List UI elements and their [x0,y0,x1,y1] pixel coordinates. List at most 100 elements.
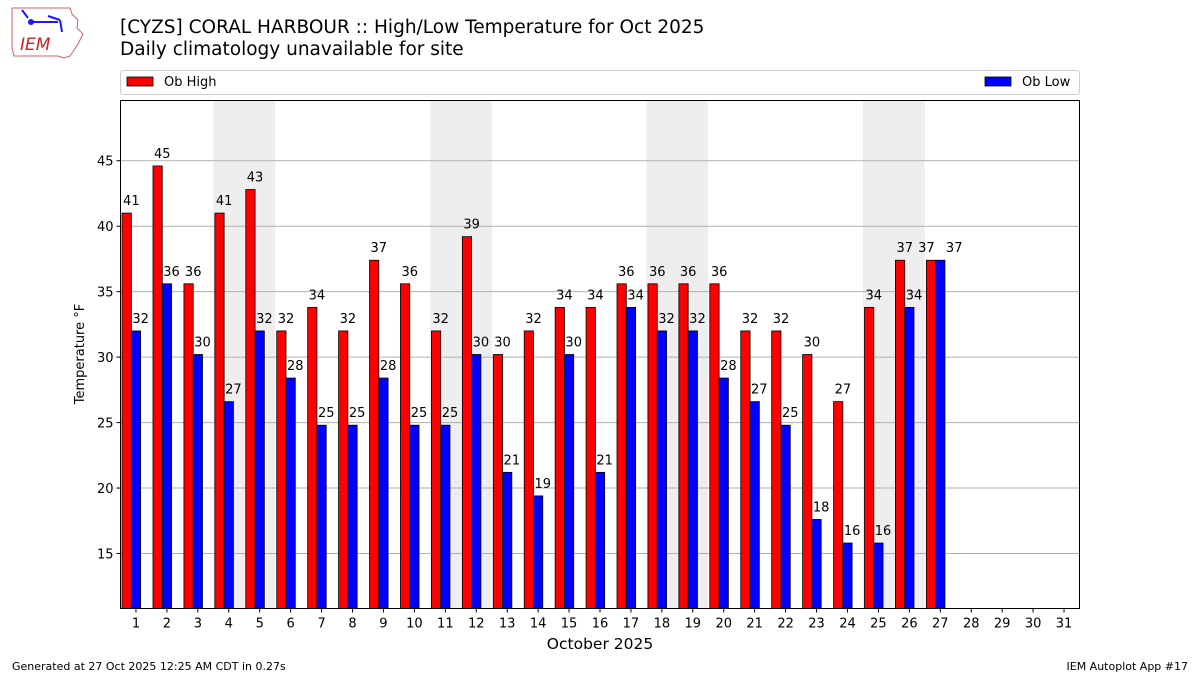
bar-label-high: 36 [185,265,202,280]
x-tick-label: 14 [530,617,547,632]
bar-label-high: 30 [494,336,511,351]
x-tick-label: 27 [932,617,949,632]
x-axis-label: October 2025 [547,635,653,653]
x-tick-label: 18 [654,617,671,632]
bar-high [369,259,380,609]
bar-label-low: 32 [658,312,675,327]
bar-label-high: 36 [649,265,666,280]
x-tick-label: 26 [901,617,918,632]
legend: Ob High Ob Low [120,70,1080,95]
bar-high [245,189,256,609]
bar-low [811,519,822,609]
bar-label-low: 34 [906,288,923,303]
x-tick-label: 6 [287,617,295,632]
bar-high [152,165,163,609]
bar-low [873,542,884,609]
bar-high [647,283,658,609]
bar-label-high: 41 [123,194,140,209]
svg-text:IEM: IEM [20,35,51,55]
legend-low-label: Ob Low [1022,75,1071,90]
bar-label-low: 18 [813,500,830,515]
bar-high [183,283,194,609]
x-tick-label: 3 [194,617,202,632]
bar-high [925,259,937,609]
bar-high [678,283,689,609]
x-tick-label: 30 [1025,617,1042,632]
bar-high [709,283,720,609]
bar-low [625,306,636,609]
bar-high [554,306,565,609]
bar-label-high: 30 [804,336,821,351]
x-tick-label: 24 [839,617,856,632]
bar-label-low: 25 [318,406,335,421]
bar-high [400,283,411,609]
bar-high [616,283,627,609]
bar-label-high: 34 [309,288,326,303]
bar-label-low: 21 [504,453,521,468]
bar-label-low: 27 [225,383,242,398]
bar-low [347,424,358,609]
bar-label-high: 36 [618,265,635,280]
bar-high [492,354,503,609]
bar-high [461,236,473,609]
bar-label-low: 32 [132,312,149,327]
bar-label-high: 36 [711,265,728,280]
title-line-1: [CYZS] CORAL HARBOUR :: High/Low Tempera… [120,17,705,38]
bar-low [904,306,915,609]
bar-label-high: 32 [742,312,759,327]
bar-label-low: 28 [720,359,737,374]
bar-label-high: 37 [918,241,935,256]
bar-label-low: 30 [194,336,211,351]
x-tick-label: 16 [592,617,609,632]
bar-label-high: 37 [371,241,388,256]
y-tick-label: 40 [97,220,114,235]
bar-low [780,424,791,609]
bar-label-low: 36 [163,265,180,280]
bar-high [276,330,287,609]
bar-label-high: 32 [278,312,295,327]
bar-label-high: 32 [340,312,357,327]
bar-label-low: 19 [534,477,551,492]
bar-label-high: 43 [247,171,264,186]
bar-low [718,377,729,609]
bar-label-low: 25 [782,406,799,421]
y-axis-label: Temperature °F [73,304,88,405]
x-tick-label: 21 [746,617,763,632]
bar-high [523,330,534,609]
bar-high [214,212,225,609]
bar-low [935,259,946,609]
bar-label-low: 16 [875,524,892,539]
y-tick-label: 25 [97,417,114,432]
legend-high-label: Ob High [164,75,217,90]
bar-low [842,542,853,609]
bar-low [285,377,296,609]
bar-low [687,330,698,609]
y-tick-label: 35 [97,286,114,301]
bar-low [254,330,265,609]
legend-high-swatch [126,76,154,87]
bar-label-high: 45 [154,147,171,162]
bar-label-high: 34 [556,288,573,303]
x-tick-label: 28 [963,617,980,632]
app-credit: IEM Autoplot App #17 [1066,660,1189,673]
bar-high [895,259,906,609]
x-tick-label: 12 [468,617,485,632]
x-tick-label: 10 [406,617,423,632]
bar-label-low: 25 [411,406,428,421]
bar-label-low: 30 [473,336,490,351]
bar-label-low: 27 [751,383,768,398]
x-tick-label: 15 [561,617,578,632]
bar-label-low: 30 [565,336,582,351]
bar-high [431,330,442,609]
x-tick-label: 22 [777,617,794,632]
bar-high [802,354,813,609]
x-tick-label: 5 [256,617,264,632]
x-tick-label: 4 [225,617,233,632]
x-tick-label: 7 [317,617,325,632]
bar-high [771,330,782,609]
bar-high [740,330,751,609]
bar-label-high: 39 [463,218,480,233]
bar-label-low: 34 [627,288,644,303]
x-tick-label: 23 [808,617,825,632]
